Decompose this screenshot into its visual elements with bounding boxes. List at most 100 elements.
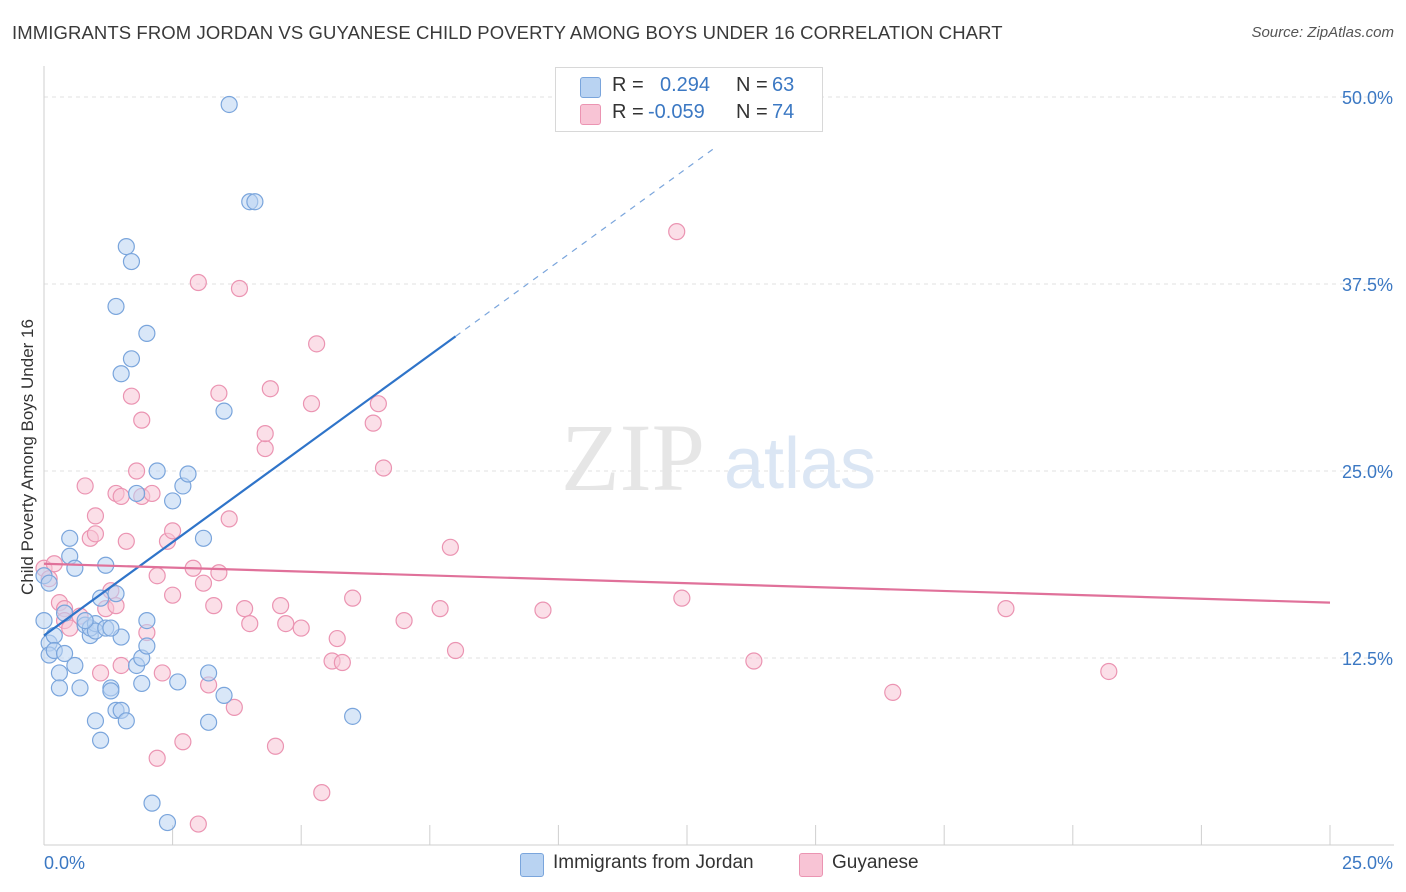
y-tick-label: 50.0% <box>1342 88 1393 108</box>
guyanese-point <box>86 525 105 543</box>
guyanese-point <box>236 600 254 618</box>
guyanese-point <box>395 611 413 630</box>
source-note: Source: ZipAtlas.com <box>1251 24 1394 41</box>
jordan-point <box>169 673 187 691</box>
jordan-point <box>127 484 146 503</box>
guyanese-points <box>35 223 1118 833</box>
x-tick-label: 0.0% <box>44 853 85 873</box>
guyanese-point <box>210 384 228 402</box>
guyanese-point <box>189 273 207 292</box>
legend-n-value: 63 <box>772 74 795 96</box>
jordan-point <box>122 252 141 271</box>
jordan-point <box>143 794 161 812</box>
stats-legend: R = 0.294 N = 63 R = -0.059 N = 74 <box>555 67 823 132</box>
guyanese-point <box>431 600 449 618</box>
guyanese-point <box>344 589 362 607</box>
guyanese-point <box>364 414 382 432</box>
guyanese-point <box>112 487 130 506</box>
jordan-point <box>133 674 151 693</box>
guyanese-point <box>148 749 166 767</box>
jordan-point <box>117 238 135 256</box>
guyanese-point <box>333 653 351 672</box>
guyanese-point <box>292 619 310 637</box>
jordan-point <box>50 664 69 682</box>
guyanese-trend-line <box>43 562 1331 604</box>
jordan-point <box>107 297 125 316</box>
guyanese-point <box>745 652 763 670</box>
guyanese-point <box>673 589 691 607</box>
guyanese-point <box>313 784 331 802</box>
legend-swatch-guyanese <box>580 104 601 125</box>
guyanese-point <box>256 439 274 458</box>
guyanese-point <box>220 510 238 528</box>
guyanese-point <box>230 279 249 298</box>
jordan-point <box>112 365 130 383</box>
guyanese-point <box>302 395 321 413</box>
guyanese-point <box>1100 662 1118 681</box>
trend-lines <box>43 148 1331 637</box>
guyanese-point <box>308 335 326 353</box>
guyanese-point <box>446 641 465 660</box>
guyanese-point <box>266 737 285 755</box>
jordan-point <box>164 492 182 510</box>
guyanese-point <box>117 532 135 550</box>
jordan-point <box>71 679 89 697</box>
legend-r-value: -0.059 <box>648 101 705 123</box>
guyanese-point <box>997 600 1015 618</box>
legend-n-label: N = <box>736 74 768 96</box>
jordan-point <box>107 585 125 603</box>
jordan-point <box>215 686 233 705</box>
jordan-point <box>66 656 84 675</box>
jordan-point <box>86 712 105 730</box>
guyanese-point <box>272 597 290 615</box>
jordan-point <box>138 324 156 342</box>
guyanese-point <box>112 656 130 675</box>
guyanese-point <box>143 484 161 503</box>
jordan-point <box>91 731 110 749</box>
legend-swatch-jordan <box>580 77 601 98</box>
guyanese-point <box>534 601 552 619</box>
jordan-points <box>35 95 362 832</box>
y-tick-label: 37.5% <box>1342 275 1393 295</box>
guyanese-point <box>91 664 110 682</box>
guyanese-point <box>133 411 151 429</box>
watermark: ZIP atlas <box>561 404 876 511</box>
jordan-point <box>138 637 156 655</box>
legend-r-label: R = <box>612 74 644 96</box>
guyanese-point <box>328 629 346 648</box>
legend-n-value: 74 <box>772 101 795 123</box>
guyanese-point <box>148 567 166 585</box>
x-tick-label: 25.0% <box>1342 853 1393 873</box>
jordan-trend-line <box>43 335 457 637</box>
guyanese-point <box>884 683 902 702</box>
watermark-atlas: atlas <box>724 424 876 504</box>
guyanese-point <box>127 462 146 480</box>
jordan-point <box>148 462 166 480</box>
jordan-point <box>138 611 156 630</box>
guyanese-point <box>241 614 259 633</box>
jordan-point <box>200 664 218 682</box>
legend-r-value: 0.294 <box>660 74 711 96</box>
guyanese-point <box>76 477 94 495</box>
guyanese-point <box>174 733 192 751</box>
guyanese-point <box>164 522 182 540</box>
legend-n-label: N = <box>736 101 768 123</box>
guyanese-point <box>189 815 207 833</box>
guyanese-point <box>369 395 387 413</box>
axes <box>43 66 1394 846</box>
jordan-point <box>200 713 218 731</box>
guyanese-point <box>164 586 182 604</box>
jordan-point <box>35 611 53 630</box>
jordan-point <box>66 559 84 577</box>
jordan-point <box>102 619 120 637</box>
jordan-point <box>102 682 120 700</box>
guyanese-point <box>205 597 223 615</box>
jordan-point <box>117 712 135 730</box>
guyanese-point <box>86 507 105 525</box>
y-axis-label: Child Poverty Among Boys Under 16 <box>18 319 37 595</box>
guyanese-point <box>153 664 171 682</box>
guyanese-point <box>374 459 393 477</box>
jordan-point <box>45 626 63 645</box>
jordan-point <box>76 611 94 630</box>
